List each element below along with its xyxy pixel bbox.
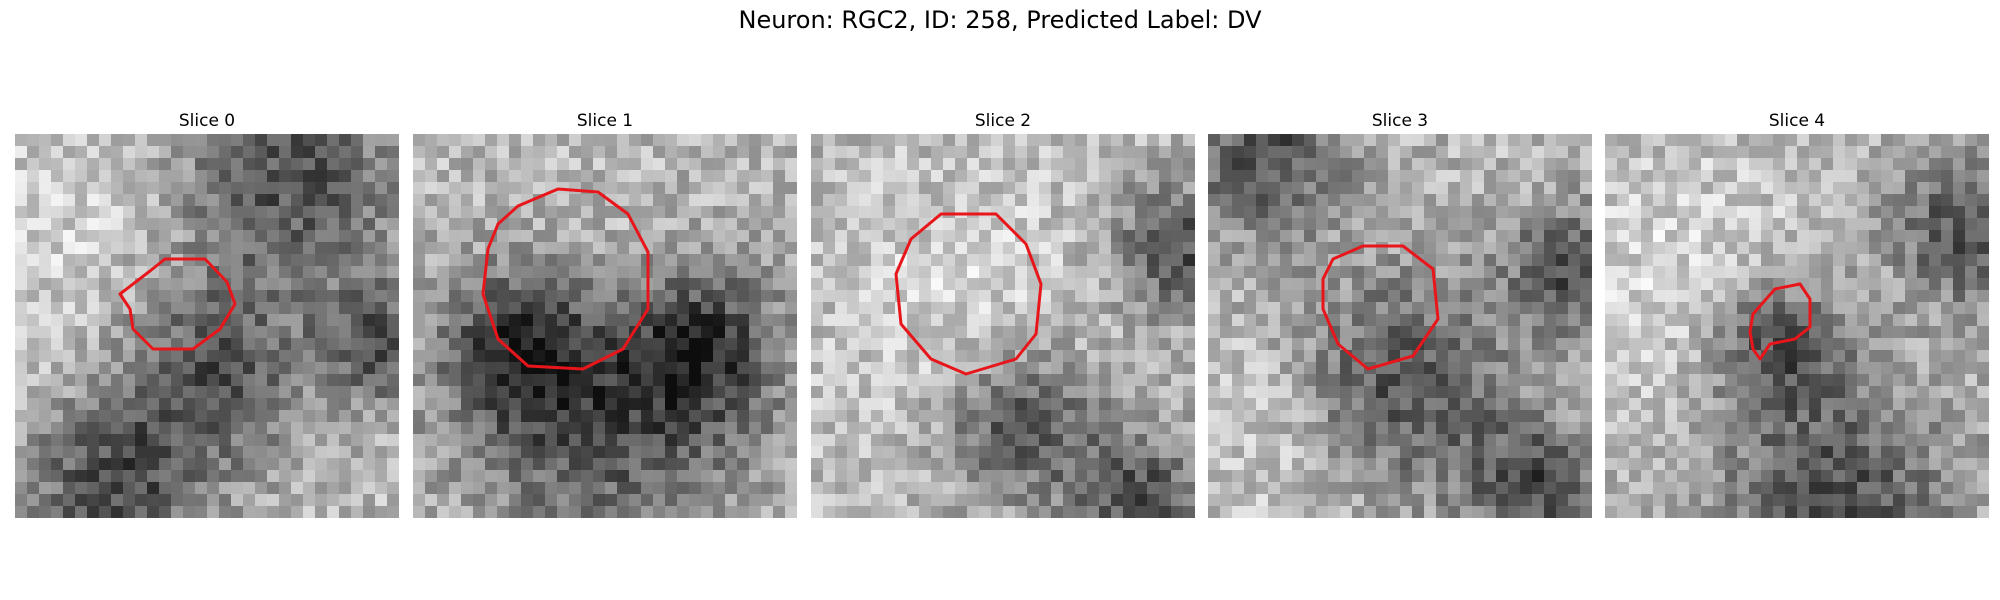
slice-panel-2: Slice 2 <box>811 108 1195 518</box>
slice-image-0 <box>15 134 399 518</box>
pixel-grid-0 <box>15 134 399 518</box>
slice-title-3: Slice 3 <box>1371 111 1429 131</box>
segmentation-contour-1 <box>481 187 650 371</box>
pixel-grid-3 <box>1208 134 1592 518</box>
pixel-grid-2 <box>811 134 1195 518</box>
segmentation-contour-4 <box>1748 282 1812 361</box>
slice-image-2 <box>811 134 1195 518</box>
pixel-grid-4 <box>1605 134 1989 518</box>
segmentation-contour-2 <box>894 212 1043 376</box>
segmentation-contour-3 <box>1321 244 1440 371</box>
slice-image-1 <box>413 134 797 518</box>
slice-image-3 <box>1208 134 1592 518</box>
figure-title: Neuron: RGC2, ID: 258, Predicted Label: … <box>738 6 1262 34</box>
pixel-grid-1 <box>413 134 797 518</box>
slice-image-4 <box>1605 134 1989 518</box>
slice-title-4: Slice 4 <box>1768 111 1826 131</box>
segmentation-contour-0 <box>118 257 237 351</box>
slice-panel-3: Slice 3 <box>1208 108 1592 518</box>
slice-title-2: Slice 2 <box>974 111 1032 131</box>
slice-panel-0: Slice 0 <box>15 108 399 518</box>
slice-title-0: Slice 0 <box>178 111 236 131</box>
slice-title-1: Slice 1 <box>576 111 634 131</box>
slice-panel-1: Slice 1 <box>413 108 797 518</box>
slice-panel-4: Slice 4 <box>1605 108 1989 518</box>
